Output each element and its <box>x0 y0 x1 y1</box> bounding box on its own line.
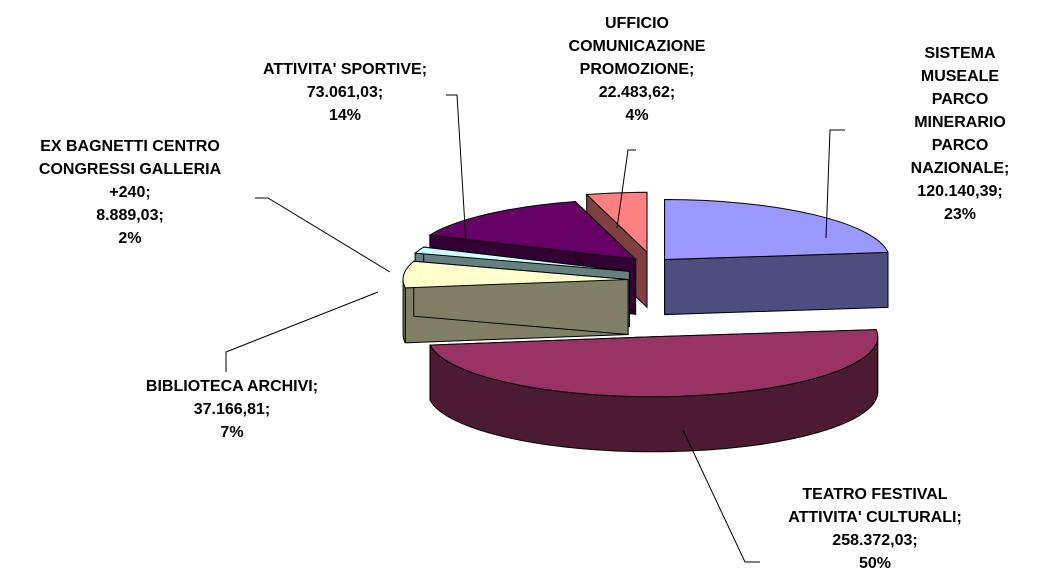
percent-label: 50% <box>858 555 892 572</box>
value-label: 73.061,03; <box>306 84 384 101</box>
percent-label: 23% <box>943 206 977 223</box>
slice <box>413 246 630 272</box>
slice-label: EX BAGNETTI CENTRO CONGRESSI GALLERIA +2… <box>39 135 221 250</box>
category-label: EX BAGNETTI CENTRO CONGRESSI GALLERIA +2… <box>38 138 222 201</box>
category-label: SISTEMA MUSEALE PARCO MINERARIO PARCO NA… <box>910 45 1010 177</box>
value-label: 120.140,39; <box>917 183 1003 200</box>
slice-side <box>402 279 406 344</box>
leader-line <box>255 197 391 273</box>
slice-label: ATTIVITA' SPORTIVE; 73.061,03; 14% <box>263 58 427 127</box>
slice <box>402 260 629 289</box>
leader-line <box>446 94 467 244</box>
leader-line <box>225 291 379 372</box>
slice <box>664 199 889 261</box>
value-label: 8.889,03; <box>96 207 164 224</box>
value-label: 22.483,62; <box>598 84 676 101</box>
leader-line <box>616 149 636 229</box>
leader-line <box>825 129 845 239</box>
percent-label: 4% <box>625 107 649 124</box>
slice-label: SISTEMA MUSEALE PARCO MINERARIO PARCO NA… <box>908 42 1012 226</box>
slice <box>428 200 638 260</box>
value-label: 37.166,81; <box>193 401 271 418</box>
percent-label: 7% <box>220 424 244 441</box>
percent-label: 2% <box>118 230 142 247</box>
slice-label: TEATRO FESTIVAL ATTIVITA' CULTURALI; 258.… <box>788 483 962 575</box>
value-label: 258.372,03; <box>832 532 918 549</box>
slice-side <box>664 251 889 316</box>
slices <box>402 191 889 453</box>
category-label: BIBLIOTECA ARCHIVI; <box>145 378 319 395</box>
slice <box>429 329 879 398</box>
category-label: UFFICIO COMUNICAZIONE PROMOZIONE; <box>568 15 706 78</box>
slice-label: UFFICIO COMUNICAZIONE PROMOZIONE; 22.483,… <box>569 12 706 127</box>
percent-label: 14% <box>328 107 362 124</box>
slice-label: BIBLIOTECA ARCHIVI; 37.166,81; 7% <box>146 375 318 444</box>
category-label: TEATRO FESTIVAL ATTIVITA' CULTURALI; <box>788 486 962 526</box>
slice <box>585 191 648 254</box>
leader-line <box>682 429 760 563</box>
category-label: ATTIVITA' SPORTIVE; <box>262 61 428 78</box>
